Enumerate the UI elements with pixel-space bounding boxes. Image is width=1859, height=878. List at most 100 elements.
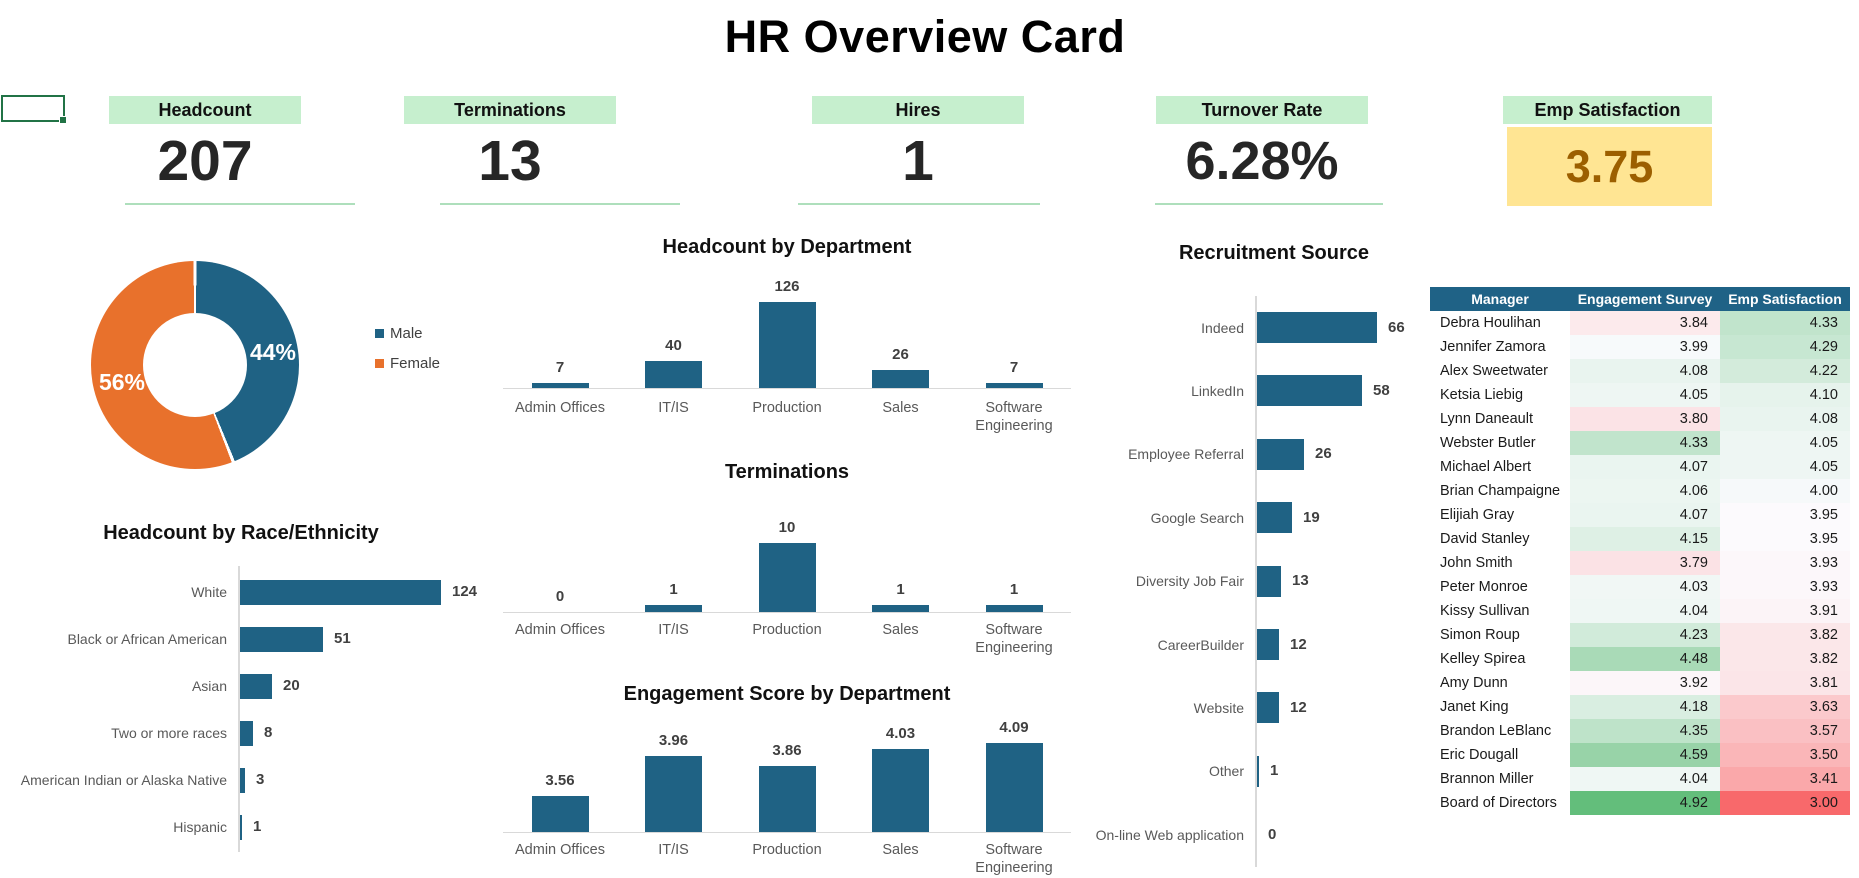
female-percent-label: 56% [98,369,146,395]
manager-name-cell[interactable]: Brian Champaigne [1430,479,1570,503]
manager-name-cell[interactable]: Peter Monroe [1430,575,1570,599]
kpi-header-emp-satisfaction[interactable]: Emp Satisfaction [1503,96,1712,124]
manager-name-cell[interactable]: Kelley Spirea [1430,647,1570,671]
manager-name-cell[interactable]: Brandon LeBlanc [1430,719,1570,743]
bar-asian [240,673,272,699]
engagement-survey-cell[interactable]: 4.92 [1570,791,1720,815]
bar-value-label: 3.86 [772,742,802,759]
emp-satisfaction-cell[interactable]: 3.91 [1720,599,1850,623]
kpi-value-turnover-rate[interactable]: 6.28% [1185,131,1339,191]
manager-name-cell[interactable]: David Stanley [1430,527,1570,551]
engagement-survey-cell[interactable]: 4.35 [1570,719,1720,743]
engagement-survey-cell[interactable]: 4.04 [1570,599,1720,623]
bar-value-label: 3.56 [545,772,575,789]
male-percent-label: 44% [249,339,297,365]
engagement-survey-cell[interactable]: 3.92 [1570,671,1720,695]
emp-satisfaction-cell[interactable]: 3.95 [1720,527,1850,551]
emp-satisfaction-cell[interactable]: 4.08 [1720,407,1850,431]
engagement-survey-cell[interactable]: 4.05 [1570,383,1720,407]
engagement-survey-cell[interactable]: 3.84 [1570,311,1720,335]
manager-name-cell[interactable]: Michael Albert [1430,455,1570,479]
engagement-survey-cell[interactable]: 4.23 [1570,623,1720,647]
bar-production [758,543,816,612]
manager-name-cell[interactable]: Janet King [1430,695,1570,719]
kpi-value-headcount[interactable]: 207 [157,129,253,193]
manager-name-cell[interactable]: Debra Houlihan [1430,311,1570,335]
category-label: American Indian or Alaska Native [20,772,227,788]
manager-name-cell[interactable]: Amy Dunn [1430,671,1570,695]
emp-satisfaction-cell[interactable]: 3.41 [1720,767,1850,791]
manager-name-cell[interactable]: Brannon Miller [1430,767,1570,791]
emp-satisfaction-cell[interactable]: 4.33 [1720,311,1850,335]
x-axis-headcount-by-department [503,388,1071,389]
y-axis-headcount-by-race [238,566,240,852]
engagement-survey-cell[interactable]: 4.07 [1570,503,1720,527]
manager-name-cell[interactable]: Eric Dougall [1430,743,1570,767]
bar-software-engineering [985,743,1043,832]
bar-two-or-more-races [240,720,253,746]
bar-it-is [645,605,702,612]
engagement-survey-cell[interactable]: 4.03 [1570,575,1720,599]
kpi-header-headcount[interactable]: Headcount [109,96,301,124]
emp-satisfaction-cell[interactable]: 4.05 [1720,455,1850,479]
engagement-survey-cell[interactable]: 3.80 [1570,407,1720,431]
engagement-survey-cell[interactable]: 4.07 [1570,455,1720,479]
kpi-header-hires[interactable]: Hires [812,96,1024,124]
emp-satisfaction-cell[interactable]: 3.93 [1720,551,1850,575]
bar-value-label: 8 [264,724,273,741]
kpi-value-hires[interactable]: 1 [902,129,934,193]
bar-other [1257,755,1259,787]
emp-satisfaction-cell[interactable]: 3.95 [1720,503,1850,527]
engagement-survey-cell[interactable]: 4.48 [1570,647,1720,671]
manager-name-cell[interactable]: Simon Roup [1430,623,1570,647]
bar-admin-offices [531,796,589,832]
emp-satisfaction-cell[interactable]: 4.29 [1720,335,1850,359]
emp-satisfaction-cell[interactable]: 3.81 [1720,671,1850,695]
kpi-header-terminations[interactable]: Terminations [404,96,616,124]
emp-satisfaction-cell[interactable]: 4.22 [1720,359,1850,383]
engagement-survey-cell[interactable]: 4.59 [1570,743,1720,767]
emp-satisfaction-cell[interactable]: 3.82 [1720,623,1850,647]
engagement-survey-cell[interactable]: 4.06 [1570,479,1720,503]
emp-satisfaction-cell[interactable]: 3.82 [1720,647,1850,671]
kpi-header-turnover-rate[interactable]: Turnover Rate [1156,96,1368,124]
manager-name-cell[interactable]: John Smith [1430,551,1570,575]
emp-satisfaction-cell[interactable]: 3.00 [1720,791,1850,815]
emp-satisfaction-cell[interactable]: 3.93 [1720,575,1850,599]
kpi-value-emp-satisfaction[interactable]: 3.75 [1507,127,1712,206]
engagement-survey-cell[interactable]: 4.15 [1570,527,1720,551]
bar-careerbuilder [1257,629,1279,660]
emp-satisfaction-cell[interactable]: 4.05 [1720,431,1850,455]
manager-name-cell[interactable]: Kissy Sullivan [1430,599,1570,623]
manager-name-cell[interactable]: Board of Directors [1430,791,1570,815]
bar-american-indian-or-alaska-native [240,767,245,793]
bar-admin-offices [531,383,589,388]
emp-satisfaction-cell[interactable]: 3.57 [1720,719,1850,743]
emp-satisfaction-cell[interactable]: 3.50 [1720,743,1850,767]
male-legend-label: Male [390,325,423,342]
female-legend-marker [375,359,384,368]
selected-cell-outline[interactable] [1,95,67,124]
engagement-survey-cell[interactable]: 4.18 [1570,695,1720,719]
manager-name-cell[interactable]: Jennifer Zamora [1430,335,1570,359]
manager-name-cell[interactable]: Lynn Daneault [1430,407,1570,431]
manager-name-cell[interactable]: Ketsia Liebig [1430,383,1570,407]
manager-name-cell[interactable]: Elijiah Gray [1430,503,1570,527]
manager-name-cell[interactable]: Alex Sweetwater [1430,359,1570,383]
engagement-survey-cell[interactable]: 4.33 [1570,431,1720,455]
emp-satisfaction-cell[interactable]: 4.10 [1720,383,1850,407]
selection-fill-handle[interactable] [59,116,67,124]
manager-name-cell[interactable]: Webster Butler [1430,431,1570,455]
engagement-survey-cell[interactable]: 4.04 [1570,767,1720,791]
engagement-survey-cell[interactable]: 4.08 [1570,359,1720,383]
engagement-survey-cell[interactable]: 3.99 [1570,335,1720,359]
bar-value-label: 0 [555,588,565,605]
engagement-survey-cell[interactable]: 3.79 [1570,551,1720,575]
emp-satisfaction-cell[interactable]: 4.00 [1720,479,1850,503]
bar-value-label: 13 [1292,572,1309,590]
kpi-value-terminations[interactable]: 13 [478,129,542,193]
bar-google-search [1257,502,1292,534]
emp-satisfaction-cell[interactable]: 3.63 [1720,695,1850,719]
bar-value-label: 7 [555,359,565,376]
